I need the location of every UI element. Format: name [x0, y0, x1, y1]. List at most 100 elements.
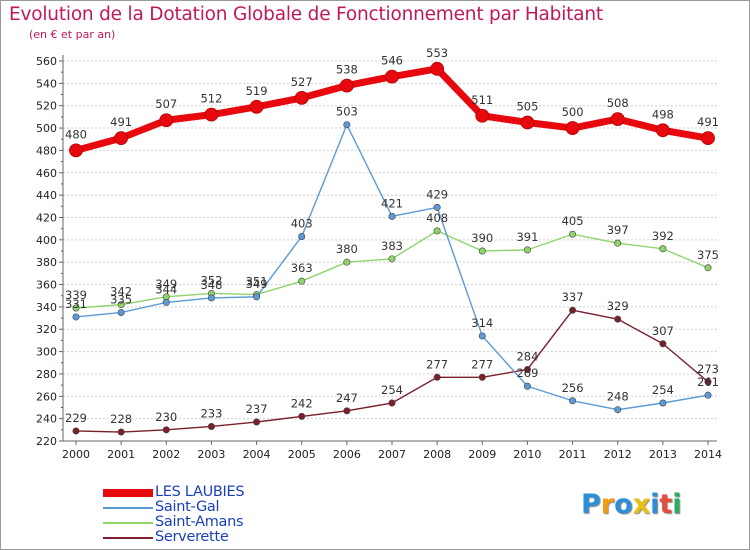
data-label: 392	[652, 229, 674, 243]
logo-letter: i	[672, 489, 682, 520]
data-point	[704, 264, 712, 272]
data-point	[523, 365, 531, 373]
data-point	[294, 90, 309, 105]
data-label: 277	[471, 357, 493, 371]
data-point	[385, 69, 399, 84]
legend-swatch	[103, 522, 153, 524]
data-point	[569, 397, 577, 405]
data-point	[433, 203, 441, 211]
data-label: 337	[562, 290, 584, 304]
data-label: 375	[697, 248, 719, 262]
data-point	[388, 255, 396, 263]
data-label: 519	[246, 84, 268, 98]
data-label: 307	[652, 324, 674, 338]
data-point	[343, 258, 351, 266]
legend-swatch	[103, 507, 153, 509]
data-label: 254	[381, 383, 403, 397]
data-point	[478, 332, 486, 340]
data-point	[343, 121, 351, 129]
data-point	[117, 301, 125, 309]
data-label: 405	[562, 214, 584, 228]
data-point	[614, 315, 622, 323]
x-tick-label: 2008	[423, 448, 451, 461]
data-label: 284	[516, 349, 538, 363]
series-les-laubies	[69, 61, 715, 158]
y-tick-label: 360	[36, 279, 57, 292]
y-tick-label: 400	[36, 234, 57, 247]
data-point	[388, 212, 396, 220]
data-point	[433, 227, 441, 235]
data-label: 505	[516, 99, 538, 113]
series-saint-gal	[72, 121, 712, 414]
data-point	[117, 308, 125, 316]
data-point	[298, 232, 306, 240]
x-axis-ticks: 2000 2001 2002 2003 2004 2005 2006 2007 2008 2009…	[62, 448, 722, 461]
data-label: 383	[381, 239, 403, 253]
data-label: 335	[110, 292, 132, 306]
data-label: 512	[200, 92, 222, 106]
logo-letter: P	[581, 489, 601, 520]
data-label: 348	[200, 278, 222, 292]
data-label: 344	[155, 282, 177, 296]
x-tick-label: 2006	[333, 448, 361, 461]
logo-letter: x	[632, 489, 651, 520]
legend-label: Saint-Amans	[155, 514, 244, 530]
x-tick-label: 2012	[604, 448, 632, 461]
data-label: 380	[336, 242, 358, 256]
data-label: 408	[426, 211, 448, 225]
data-point	[610, 112, 625, 127]
data-point	[339, 78, 354, 93]
data-label: 329	[607, 299, 629, 313]
data-label: 511	[471, 93, 493, 107]
data-label: 421	[381, 196, 403, 210]
y-tick-label: 560	[36, 55, 57, 68]
data-point	[207, 422, 215, 430]
data-point	[523, 382, 531, 390]
data-point	[207, 294, 215, 302]
data-point	[704, 391, 712, 399]
y-tick-label: 520	[36, 100, 57, 113]
legend-label: Serverette	[155, 529, 229, 545]
y-tick-label: 320	[36, 323, 57, 336]
data-label: 480	[65, 127, 87, 141]
data-point	[253, 293, 261, 301]
y-tick-label: 220	[36, 435, 57, 448]
data-label: 277	[426, 357, 448, 371]
legend-swatch	[103, 537, 153, 539]
logo-letter: o	[614, 489, 633, 520]
axes	[59, 55, 717, 445]
data-point	[520, 115, 535, 130]
logo-letter: i	[650, 489, 660, 520]
y-tick-label: 380	[36, 256, 57, 269]
x-tick-label: 2007	[378, 448, 406, 461]
x-tick-label: 2011	[559, 448, 587, 461]
data-label: 363	[291, 261, 313, 275]
data-label: 314	[471, 316, 493, 330]
data-point	[430, 61, 445, 76]
y-tick-label: 500	[36, 122, 57, 135]
data-point	[298, 412, 306, 420]
data-point	[72, 304, 80, 312]
grid-lines	[63, 60, 717, 442]
data-label: 500	[562, 105, 584, 119]
data-label: 228	[110, 412, 132, 426]
data-point	[72, 313, 80, 321]
data-label: 553	[426, 46, 448, 60]
legend-swatch	[103, 489, 153, 497]
data-label: 256	[562, 381, 584, 395]
legend-label: LES LAUBIES	[155, 484, 245, 500]
data-point	[569, 306, 577, 314]
x-tick-label: 2002	[152, 448, 180, 461]
data-label: 491	[697, 115, 719, 129]
data-label: 351	[246, 275, 268, 289]
data-label: 339	[65, 288, 87, 302]
data-point	[433, 373, 441, 381]
data-point	[704, 378, 712, 386]
data-labels: 480 491 507 512 519 527 538 546 553 511 505 500 508 4…	[65, 46, 719, 426]
x-tick-label: 2014	[694, 448, 722, 461]
data-point	[655, 123, 670, 138]
x-tick-label: 2010	[513, 448, 541, 461]
data-label: 352	[200, 273, 222, 287]
